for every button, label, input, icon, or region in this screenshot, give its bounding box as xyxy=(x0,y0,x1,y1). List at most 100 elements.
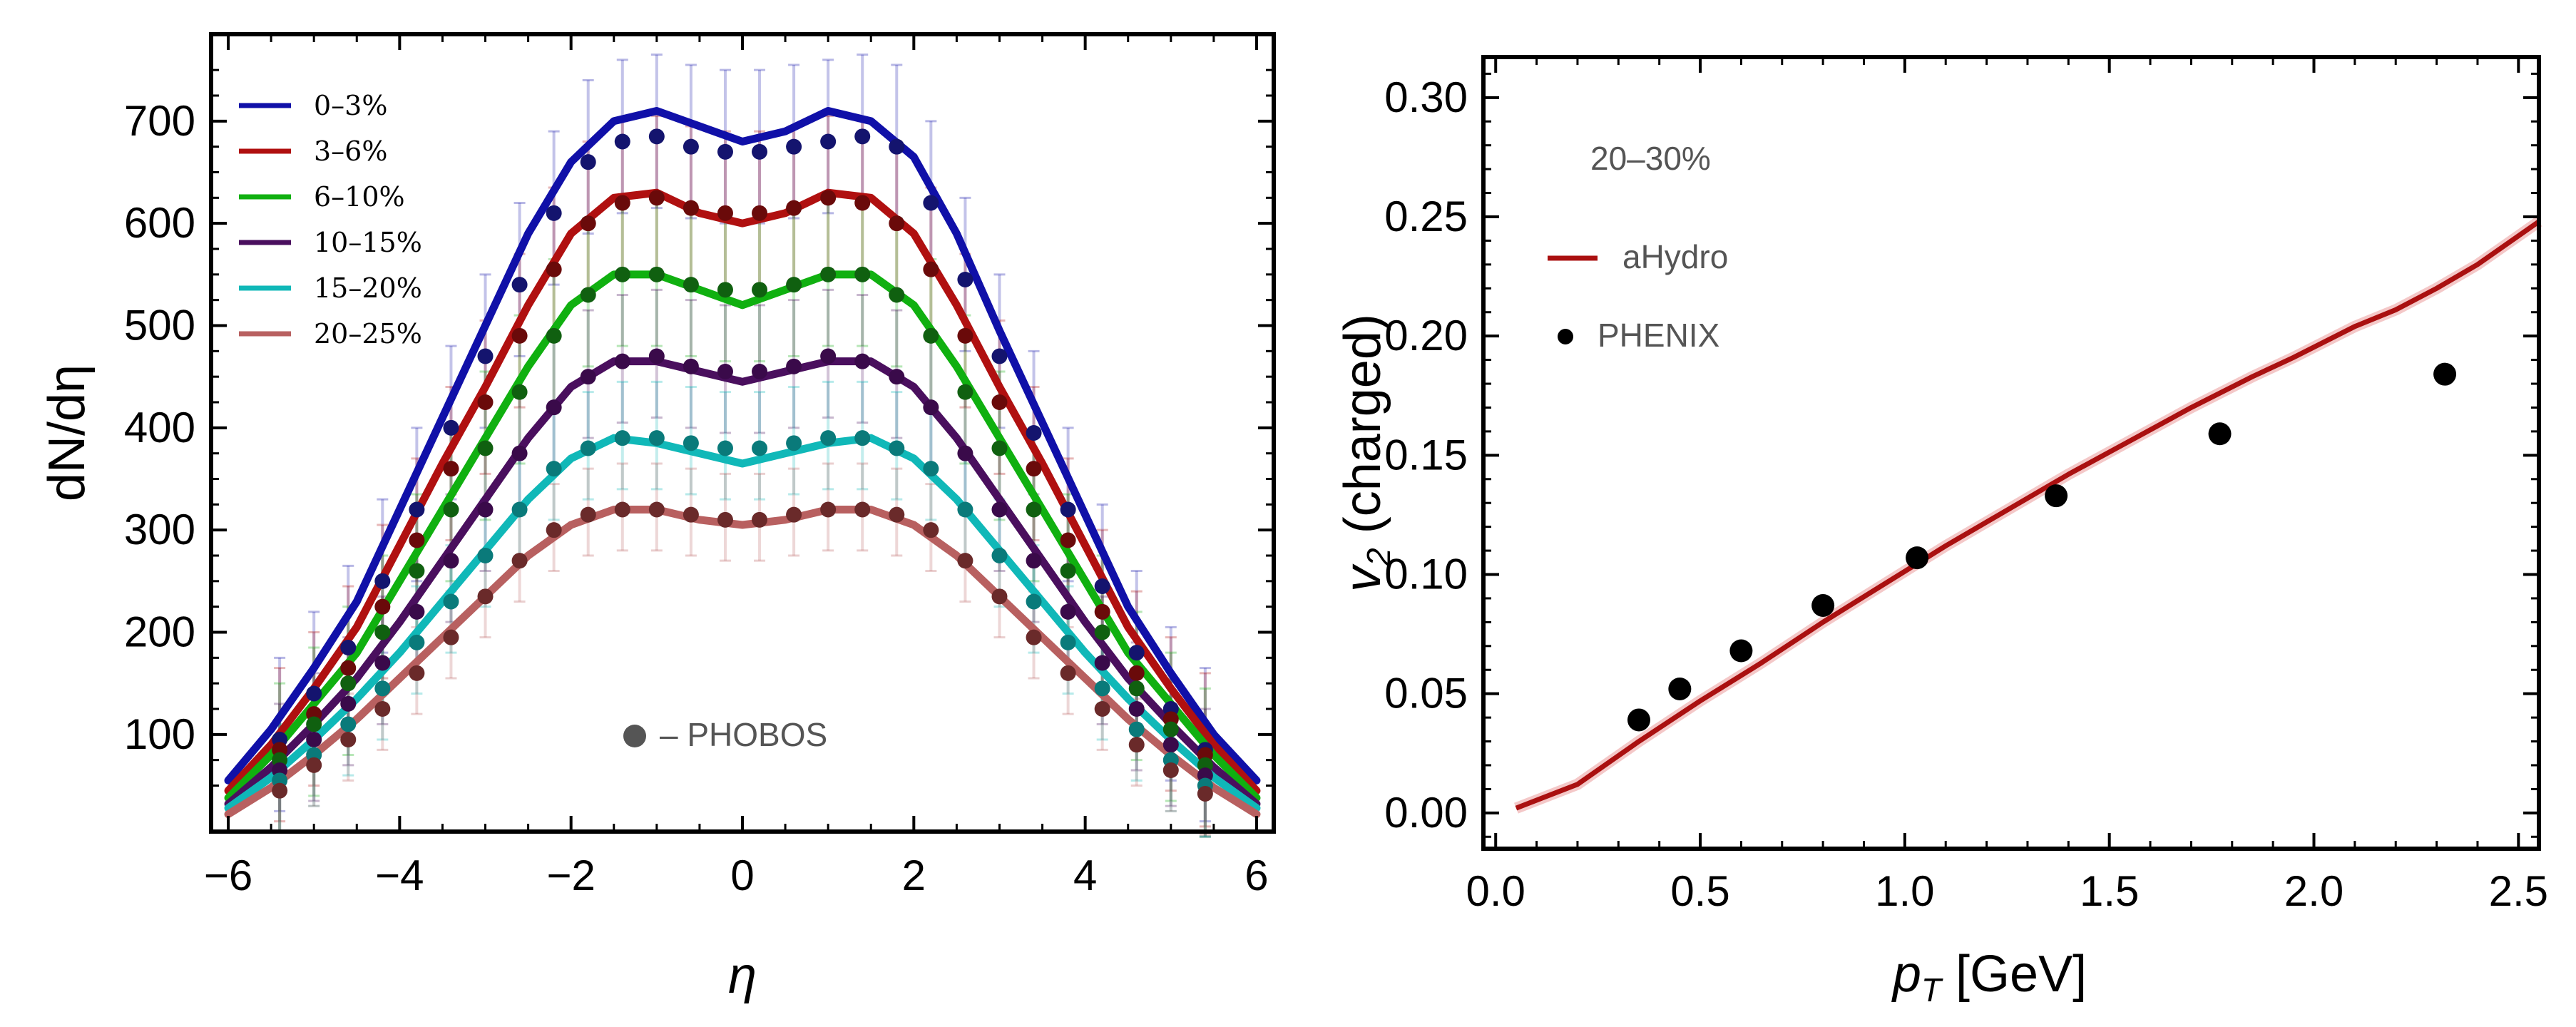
phenix-point xyxy=(1729,639,1753,663)
data-point xyxy=(752,282,768,298)
model-curve-6 xyxy=(224,506,1261,819)
data-point xyxy=(580,154,596,170)
data-point xyxy=(374,624,391,640)
left-y-axis-label: dN/dη xyxy=(39,364,96,501)
data-point xyxy=(957,553,973,569)
x-tick-label: 0.5 xyxy=(1670,867,1729,915)
data-point xyxy=(923,522,939,538)
data-point xyxy=(477,394,494,410)
data-point xyxy=(854,128,871,145)
data-point xyxy=(889,369,905,385)
left-x-axis-label: η xyxy=(728,947,757,1004)
data-point xyxy=(1060,634,1076,650)
data-point xyxy=(923,399,939,416)
data-point xyxy=(443,501,459,518)
data-point xyxy=(752,143,768,160)
data-point xyxy=(752,511,768,528)
data-point xyxy=(409,532,425,548)
data-point xyxy=(1162,737,1179,753)
left-data-points xyxy=(272,128,1213,802)
data-point xyxy=(786,506,802,523)
data-point xyxy=(374,598,391,615)
data-point xyxy=(477,588,494,605)
data-point xyxy=(648,430,665,446)
data-point xyxy=(991,588,1008,605)
data-point xyxy=(614,430,630,446)
y-tick-label: 100 xyxy=(124,710,195,758)
data-point xyxy=(991,501,1008,518)
data-point xyxy=(820,501,837,518)
data-point xyxy=(1060,501,1076,518)
data-point xyxy=(306,732,322,747)
x-tick-label: 0.0 xyxy=(1466,867,1525,915)
legend-label: 15–20% xyxy=(314,272,422,304)
data-point xyxy=(683,435,699,451)
data-point xyxy=(340,716,357,732)
data-point xyxy=(1060,532,1076,548)
data-point xyxy=(1128,645,1145,661)
data-point xyxy=(546,399,562,416)
data-point xyxy=(820,266,837,282)
model-curve-4 xyxy=(224,357,1261,808)
right-x-axis-label: pT [GeV] xyxy=(1891,946,2087,1008)
data-point xyxy=(854,501,871,518)
data-point xyxy=(752,364,768,379)
legend-label: 3–6% xyxy=(314,136,387,167)
data-point xyxy=(409,634,425,650)
data-point xyxy=(991,394,1008,410)
data-point xyxy=(648,501,665,518)
data-point xyxy=(340,675,357,692)
x-tick-label: −6 xyxy=(204,852,252,899)
x-tick-label: 6 xyxy=(1244,852,1268,899)
data-point xyxy=(340,695,357,712)
right-axis-ticks: 0.0 0.5 1.0 1.5 2.0 2.5 0.00 0.05 0.10 0.15 0.20 0.… xyxy=(1384,57,2548,915)
data-point xyxy=(443,461,459,477)
legend-ahydro-label: aHydro xyxy=(1622,238,1728,275)
data-point xyxy=(786,435,802,451)
data-point xyxy=(786,138,802,155)
data-point xyxy=(443,419,459,436)
data-point xyxy=(477,348,494,364)
right-series xyxy=(1513,217,2542,814)
data-point xyxy=(1060,563,1076,579)
y-tick-label: 0.05 xyxy=(1384,670,1468,717)
data-point xyxy=(511,277,528,293)
data-point xyxy=(991,348,1008,364)
data-point xyxy=(683,200,699,216)
data-point xyxy=(854,353,871,369)
data-point xyxy=(1128,665,1145,681)
legend-label: 20–25% xyxy=(314,318,422,349)
data-point xyxy=(1162,721,1179,737)
right-chart-title: 20–30% xyxy=(1590,140,1711,177)
legend-label: 10–15% xyxy=(314,227,422,258)
data-point xyxy=(752,205,768,221)
data-point xyxy=(683,138,699,155)
data-point xyxy=(340,640,357,655)
data-point xyxy=(957,272,973,287)
model-curve-3 xyxy=(224,270,1261,802)
legend-label: 6–10% xyxy=(314,181,405,213)
y-tick-label: 400 xyxy=(124,404,195,451)
data-point xyxy=(614,266,630,282)
data-point xyxy=(923,195,939,211)
left-model-curves xyxy=(224,107,1261,819)
data-point xyxy=(1162,762,1179,778)
y-tick-label: 0.25 xyxy=(1384,193,1468,240)
data-point xyxy=(546,461,562,477)
data-point xyxy=(580,287,596,303)
data-point xyxy=(306,685,322,702)
x-tick-label: 1.0 xyxy=(1875,867,1934,915)
data-point xyxy=(889,440,905,456)
data-point xyxy=(443,553,459,569)
data-point xyxy=(443,629,459,645)
data-point xyxy=(957,445,973,461)
data-point xyxy=(374,655,391,671)
data-point xyxy=(477,548,494,563)
model-curve-2 xyxy=(224,188,1261,795)
y-tick-label: 500 xyxy=(124,302,195,349)
data-point xyxy=(923,461,939,477)
x-tick-label: 2 xyxy=(902,852,926,899)
phobos-annotation: – PHOBOS xyxy=(660,716,827,753)
